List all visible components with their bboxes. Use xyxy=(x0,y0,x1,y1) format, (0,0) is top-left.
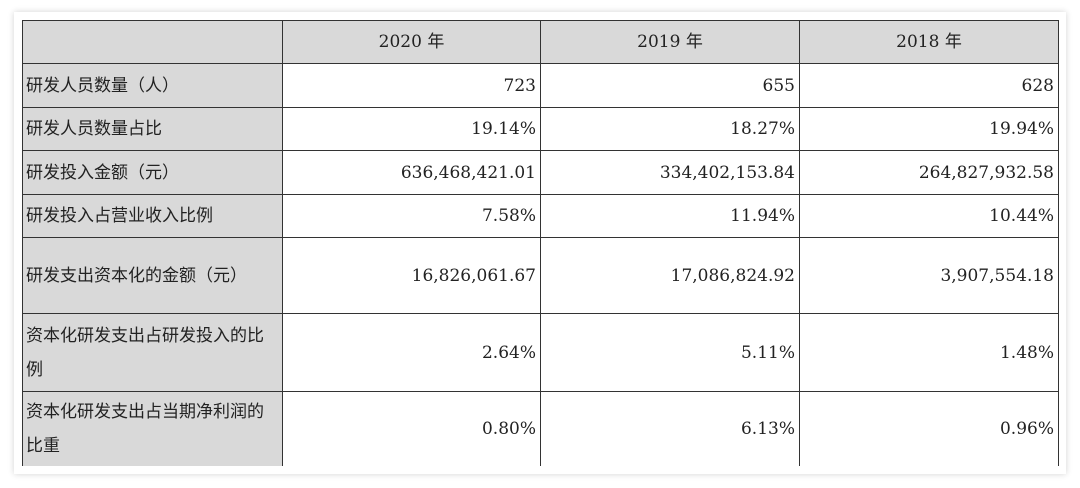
cell-value: 18.27% xyxy=(540,107,800,151)
header-year-2018: 2018 年 xyxy=(799,20,1059,64)
row-label: 资本化研发支出占当期净利润的比重 xyxy=(22,391,283,466)
cell-value: 19.14% xyxy=(282,107,541,151)
cell-value: 11.94% xyxy=(540,194,800,238)
table-header-row: 2020 年 2019 年 2018 年 xyxy=(22,20,1059,64)
cell-value: 628 xyxy=(799,63,1059,108)
cell-value: 723 xyxy=(282,63,541,108)
row-label: 资本化研发支出占研发投入的比例 xyxy=(22,313,283,392)
table-row: 资本化研发支出占当期净利润的比重 0.80% 6.13% 0.96% xyxy=(22,391,1059,466)
cell-value: 7.58% xyxy=(282,194,541,238)
cell-value: 16,826,061.67 xyxy=(282,237,541,314)
row-label: 研发人员数量（人） xyxy=(22,63,283,108)
row-label: 研发投入金额（元） xyxy=(22,150,283,195)
header-year-2020: 2020 年 xyxy=(282,20,541,64)
header-corner-cell xyxy=(22,20,283,64)
table-row: 研发投入占营业收入比例 7.58% 11.94% 10.44% xyxy=(22,194,1059,238)
table-row: 资本化研发支出占研发投入的比例 2.64% 5.11% 1.48% xyxy=(22,313,1059,392)
rd-investment-table: 2020 年 2019 年 2018 年 研发人员数量（人） 723 655 6… xyxy=(22,20,1059,466)
table-row: 研发支出资本化的金额（元） 16,826,061.67 17,086,824.9… xyxy=(22,237,1059,314)
cell-value: 0.96% xyxy=(799,391,1059,466)
cell-value: 1.48% xyxy=(799,313,1059,392)
row-label: 研发投入占营业收入比例 xyxy=(22,194,283,238)
cell-value: 334,402,153.84 xyxy=(540,150,800,195)
cell-value: 17,086,824.92 xyxy=(540,237,800,314)
table-row: 研发人员数量（人） 723 655 628 xyxy=(22,63,1059,108)
cell-value: 655 xyxy=(540,63,800,108)
cell-value: 0.80% xyxy=(282,391,541,466)
row-label: 研发人员数量占比 xyxy=(22,107,283,151)
cell-value: 3,907,554.18 xyxy=(799,237,1059,314)
cell-value: 10.44% xyxy=(799,194,1059,238)
header-year-2019: 2019 年 xyxy=(540,20,800,64)
cell-value: 2.64% xyxy=(282,313,541,392)
cell-value: 5.11% xyxy=(540,313,800,392)
table-row: 研发人员数量占比 19.14% 18.27% 19.94% xyxy=(22,107,1059,151)
table-row: 研发投入金额（元） 636,468,421.01 334,402,153.84 … xyxy=(22,150,1059,195)
cell-value: 636,468,421.01 xyxy=(282,150,541,195)
cell-value: 6.13% xyxy=(540,391,800,466)
row-label: 研发支出资本化的金额（元） xyxy=(22,237,283,314)
cell-value: 19.94% xyxy=(799,107,1059,151)
cell-value: 264,827,932.58 xyxy=(799,150,1059,195)
